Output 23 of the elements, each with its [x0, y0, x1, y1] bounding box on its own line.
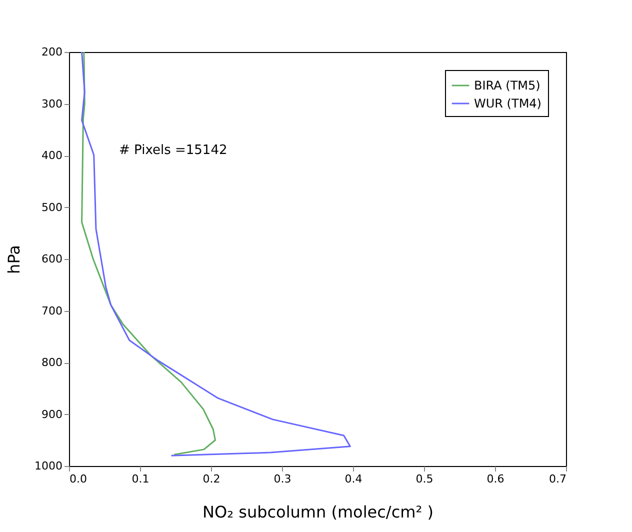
y-tick-label: 200 — [42, 46, 62, 58]
x-tick-label: 0.7 — [549, 472, 566, 486]
x-tick-label: 0.0 — [70, 472, 87, 486]
legend-label: BIRA (TM5) — [474, 78, 540, 92]
x-tick-label: 0.5 — [416, 472, 434, 486]
y-tick-label: 800 — [42, 356, 62, 369]
y-tick-label: 500 — [42, 200, 62, 214]
x-tick-label: 0.4 — [344, 472, 362, 486]
x-tick-label: 0.2 — [202, 472, 220, 486]
y-axis-title: hPa — [4, 245, 24, 274]
y-tick-label: 1000 — [34, 460, 62, 472]
y-tick-label: 300 — [42, 97, 62, 110]
y-tick-label: 600 — [42, 252, 62, 266]
y-tick-label: 400 — [42, 149, 62, 162]
x-tick-label: 0.6 — [486, 472, 504, 486]
x-tick-label: 0.3 — [274, 472, 292, 486]
y-tick-label: 900 — [42, 408, 62, 421]
annotation: # Pixels =15142 — [119, 143, 228, 158]
x-tick-label: 0.1 — [132, 472, 150, 486]
line-series — [81, 51, 351, 456]
legend-label: WUR (TM4) — [474, 96, 542, 110]
x-axis-title: NO₂ subcolumn (molec/cm² ) — [202, 502, 434, 522]
y-tick-label: 700 — [42, 304, 62, 318]
